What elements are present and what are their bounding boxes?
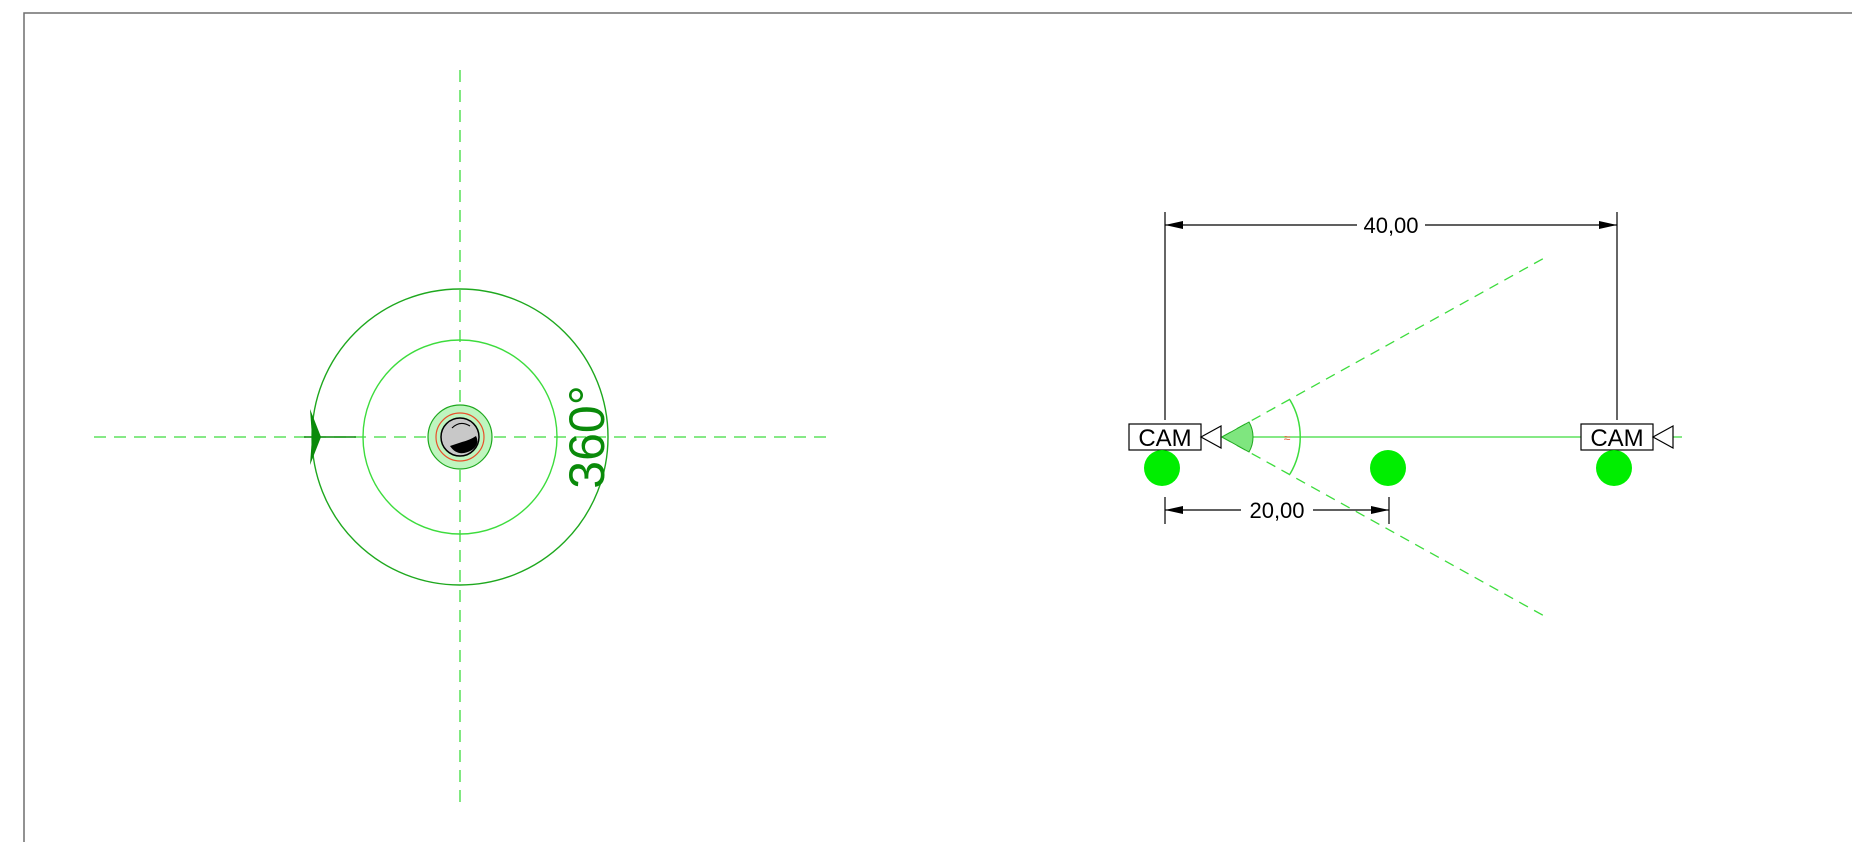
- sensor-head-icon: [427, 404, 493, 470]
- left-view: 360°: [94, 70, 828, 805]
- target-dot-2: [1370, 450, 1406, 486]
- camera-1: CAM: [1128, 423, 1222, 452]
- arrowhead-icon: [1599, 221, 1617, 229]
- camera-1-label: CAM: [1138, 425, 1191, 452]
- fov-lower-line: [1221, 436, 1547, 618]
- arrowhead-icon: [1165, 506, 1183, 514]
- camera-2-label: CAM: [1590, 425, 1643, 452]
- rotation-marker-icon: [304, 409, 356, 465]
- drawing-frame: [23, 12, 1852, 842]
- dimension-bottom-label: 20,00: [1249, 498, 1304, 523]
- right-view: ≈ 40,00 20,00 CAM: [1128, 212, 1682, 618]
- fov-upper-line: [1221, 256, 1547, 438]
- angle-label: 360°: [559, 385, 615, 488]
- arrowhead-icon: [1165, 221, 1183, 229]
- inner-range-circle: [362, 339, 558, 535]
- target-dot-3: [1596, 450, 1632, 486]
- camera-triangle-icon: [1651, 424, 1674, 450]
- target-dot-1: [1144, 450, 1180, 486]
- fov-angle-arc: [1289, 399, 1301, 475]
- fov-sector: [1220, 421, 1254, 453]
- camera-2: CAM: [1580, 423, 1674, 452]
- dimension-top-label: 40,00: [1363, 213, 1418, 238]
- dimension-top: 40,00: [1164, 212, 1618, 420]
- camera-triangle-icon: [1199, 424, 1222, 450]
- dimension-bottom: 20,00: [1164, 497, 1390, 524]
- arrowhead-icon: [1371, 506, 1389, 514]
- fov-marker: ≈: [1284, 431, 1291, 445]
